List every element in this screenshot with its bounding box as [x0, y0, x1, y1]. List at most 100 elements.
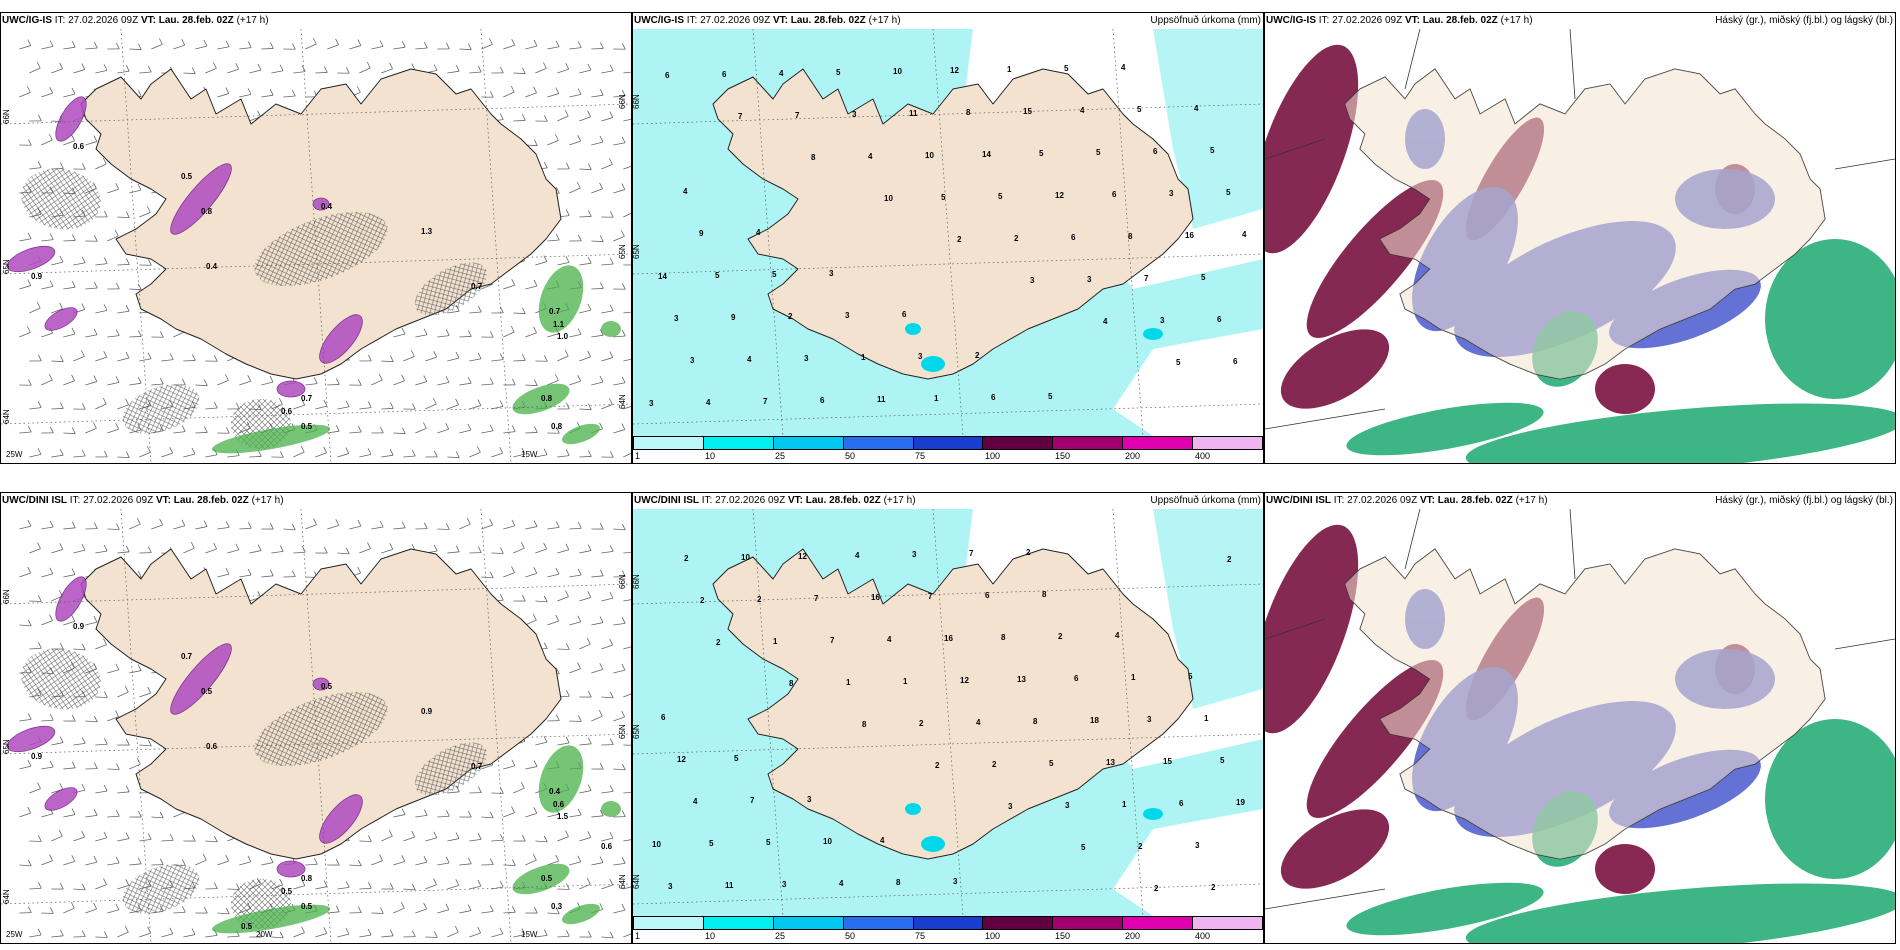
vt-label: VT:	[772, 15, 788, 26]
model-name: UWC/IG-IS	[2, 15, 52, 26]
precip-value: 3	[953, 877, 958, 886]
precip-value: 8	[966, 108, 971, 117]
precip-value: 16	[944, 634, 953, 643]
precip-value: 5	[1176, 358, 1181, 367]
precip-value: 18	[1090, 716, 1099, 725]
panel-field-title: Háský (gr.), miðský (fj.bl.) og lágský (…	[1715, 15, 1893, 26]
precip-type-value: 0.6	[206, 742, 218, 751]
map-cloud-cover	[1265, 509, 1895, 943]
precip-value: 6	[991, 393, 996, 402]
lead-time: (+17 h)	[868, 15, 901, 26]
precip-value: 5	[1096, 148, 1101, 157]
colorbar-label: 100	[985, 931, 1001, 941]
precip-value: 4	[1115, 631, 1120, 640]
colorbar-swatch	[1193, 437, 1263, 449]
precip-value: 3	[1008, 802, 1013, 811]
precip-value: 16	[871, 593, 880, 602]
panel-field-title: Uppsöfnuð úrkoma (mm)	[1150, 495, 1261, 506]
precip-value: 16	[1185, 231, 1194, 240]
precip-value: 6	[722, 70, 727, 79]
precip-type-value: 0.9	[421, 707, 433, 716]
precip-type-value: 0.6	[601, 842, 613, 851]
colorbar-swatch	[983, 917, 1054, 929]
lat-label: 65N	[2, 739, 11, 754]
snow-areas	[6, 96, 363, 398]
precip-value: 1	[903, 677, 908, 686]
precip-value: 4	[839, 879, 844, 888]
lat-label: 64N	[618, 394, 627, 409]
lat-label: 65N	[618, 724, 627, 739]
vt-label: VT:	[1404, 15, 1420, 26]
model-name: UWC/IG-IS	[1266, 15, 1316, 26]
colorbar-label: 150	[1055, 931, 1071, 941]
precip-value: 13	[1017, 675, 1026, 684]
it-label: IT:	[54, 15, 66, 26]
precip-type-value: 0.6	[553, 800, 565, 809]
precip-value: 2	[716, 638, 721, 647]
colorbar-swatch	[703, 437, 774, 449]
model-name: UWC/DINI ISL	[2, 495, 67, 506]
precip-value: 7	[763, 397, 768, 406]
lat-label: 66N	[2, 589, 11, 604]
lead-time: (+17 h)	[251, 495, 284, 506]
precip-value: 4	[756, 228, 761, 237]
precip-type-value: 0.5	[541, 874, 553, 883]
colorbar-swatch	[1123, 917, 1194, 929]
precip-value: 3	[1147, 715, 1152, 724]
precip-value: 1	[1204, 714, 1209, 723]
precip-value: 5	[1137, 105, 1142, 114]
precip-value: 6	[1179, 799, 1184, 808]
precip-colorbar: 1 10 25 50 75 100 150 200 400	[633, 436, 1263, 463]
precip-value: 2	[757, 595, 762, 604]
colorbar-swatch	[1053, 437, 1124, 449]
it-label: IT:	[701, 495, 713, 506]
precip-value: 2	[957, 235, 962, 244]
precip-value: 5	[1064, 64, 1069, 73]
it-value: 27.02.2026 09Z	[715, 495, 786, 506]
precip-value: 2	[788, 312, 793, 321]
precip-value: 2	[975, 351, 980, 360]
vt-label: VT:	[1419, 495, 1435, 506]
precip-type-value: 0.7	[181, 652, 193, 661]
precip-value: 11	[909, 109, 918, 118]
lat-label: 64N	[633, 874, 641, 889]
panel-top-middle: UWC/IG-IS IT: 27.02.2026 09Z VT: Lau. 28…	[632, 12, 1264, 464]
graticule	[633, 29, 1263, 436]
precip-value: 1	[1007, 65, 1012, 74]
map-accumulated-precip: 6 7 8 10 2 3 4 5 3 6 7 4 5 2 3 3 6 4 4 3 10 5 6 7 6 3 7 5 11 14 12 8 5 3 4…	[633, 29, 1263, 436]
precip-value: 6	[1217, 315, 1222, 324]
colorbar-swatch	[1123, 437, 1194, 449]
precip-type-value: 1.3	[421, 227, 433, 236]
precip-type-value: 1.5	[557, 812, 569, 821]
map-precip-type: 66N 66N 65N 65N 64N 64N 25W 20W 15W 0.9 0.5 0.7 0.9 0…	[1, 509, 631, 943]
precip-value: 7	[969, 549, 974, 558]
colorbar-label: 75	[914, 931, 925, 941]
colorbar-label: 400	[1194, 451, 1211, 461]
panel-bottom-right: UWC/DINI ISL IT: 27.02.2026 09Z VT: Lau.…	[1264, 492, 1896, 944]
precip-value: 2	[700, 596, 705, 605]
vt-value: Lau. 28.feb. 02Z	[1437, 495, 1513, 506]
precip-value: 6	[661, 713, 666, 722]
precip-value: 11	[725, 881, 734, 890]
it-label: IT:	[1333, 495, 1345, 506]
panel-title: UWC/IG-IS IT: 27.02.2026 09Z VT: Lau. 28…	[2, 13, 629, 29]
precip-value: 4	[1121, 63, 1126, 72]
iceland-landmass	[712, 68, 1194, 380]
precip-value: 12	[798, 552, 807, 561]
precip-type-value: 0.7	[471, 282, 483, 291]
colorbar-label: 50	[845, 451, 856, 461]
vt-value: Lau. 28.feb. 02Z	[173, 495, 249, 506]
precip-type-value: 0.4	[321, 202, 333, 211]
it-label: IT:	[69, 495, 81, 506]
precip-value: 3	[1195, 841, 1200, 850]
lead-time: (+17 h)	[1500, 15, 1533, 26]
precip-value: 5	[1048, 392, 1053, 401]
precip-value: 5	[1081, 843, 1086, 852]
precip-value: 6	[1233, 357, 1238, 366]
lead-time: (+17 h)	[1515, 495, 1548, 506]
precip-type-value: 1.1	[553, 320, 565, 329]
precip-value: 1	[934, 394, 939, 403]
lead-time: (+17 h)	[236, 15, 269, 26]
panel-bottom-middle: UWC/DINI ISL IT: 27.02.2026 09Z VT: Lau.…	[632, 492, 1264, 944]
precip-value: 12	[1055, 191, 1064, 200]
